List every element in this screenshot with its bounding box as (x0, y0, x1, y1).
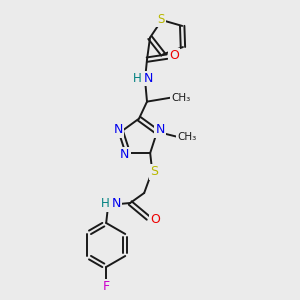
Text: N: N (113, 123, 123, 136)
Text: N: N (112, 197, 121, 211)
Text: N: N (143, 72, 153, 85)
Text: F: F (103, 280, 110, 293)
Text: N: N (155, 123, 165, 136)
Text: O: O (150, 214, 160, 226)
Text: CH₃: CH₃ (171, 93, 190, 103)
Text: N: N (120, 148, 130, 161)
Text: S: S (157, 13, 164, 26)
Text: H: H (133, 72, 141, 85)
Text: CH₃: CH₃ (178, 132, 197, 142)
Text: O: O (169, 49, 179, 62)
Text: S: S (150, 166, 158, 178)
Text: H: H (101, 197, 110, 211)
